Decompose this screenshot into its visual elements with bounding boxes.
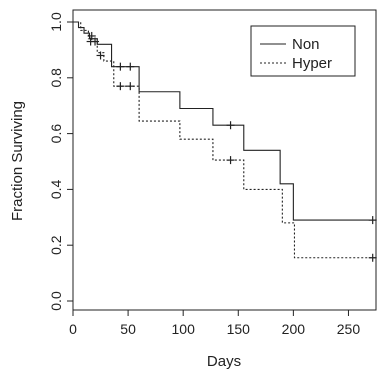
y-axis: 0.0 0.2 0.4 0.6 0.8 1.0 (48, 12, 73, 311)
y-axis-title: Fraction Surviving (9, 101, 26, 221)
x-axis: 0 50 100 150 200 250 (69, 310, 360, 337)
y-tick-label: 0.4 (48, 179, 64, 199)
censor-mark-hyper (226, 156, 235, 165)
x-axis-title: Days (207, 353, 241, 370)
censor-mark-non (368, 216, 377, 225)
x-tick-label: 200 (282, 321, 306, 337)
censor-mark-hyper (96, 51, 105, 60)
x-tick-label: 250 (337, 321, 361, 337)
legend-label-hyper: Hyper (292, 55, 332, 72)
series-line-non (73, 21, 376, 221)
legend: Non Hyper (250, 25, 356, 77)
x-tick-label: 0 (69, 321, 77, 337)
x-tick-label: 150 (227, 321, 251, 337)
censor-mark-hyper (116, 82, 125, 91)
y-tick-label: 0.0 (48, 291, 64, 311)
censor-mark-non (126, 62, 135, 71)
plot-frame (72, 9, 377, 311)
censor-mark-non (116, 62, 125, 71)
censor-mark-non (87, 31, 96, 40)
y-tick-label: 0.8 (48, 68, 64, 88)
censor-mark-hyper (126, 82, 135, 91)
y-tick-label: 1.0 (48, 12, 64, 32)
legend-label-non: Non (292, 36, 320, 53)
x-tick-label: 100 (172, 321, 196, 337)
legend-box (250, 25, 356, 77)
x-tick-label: 50 (120, 321, 136, 337)
censor-mark-non (226, 121, 235, 130)
y-tick-label: 0.2 (48, 235, 64, 255)
censor-mark-hyper (368, 253, 377, 262)
series-layer (73, 21, 377, 262)
y-tick-label: 0.6 (48, 124, 64, 144)
censor-mark-hyper (86, 37, 95, 46)
